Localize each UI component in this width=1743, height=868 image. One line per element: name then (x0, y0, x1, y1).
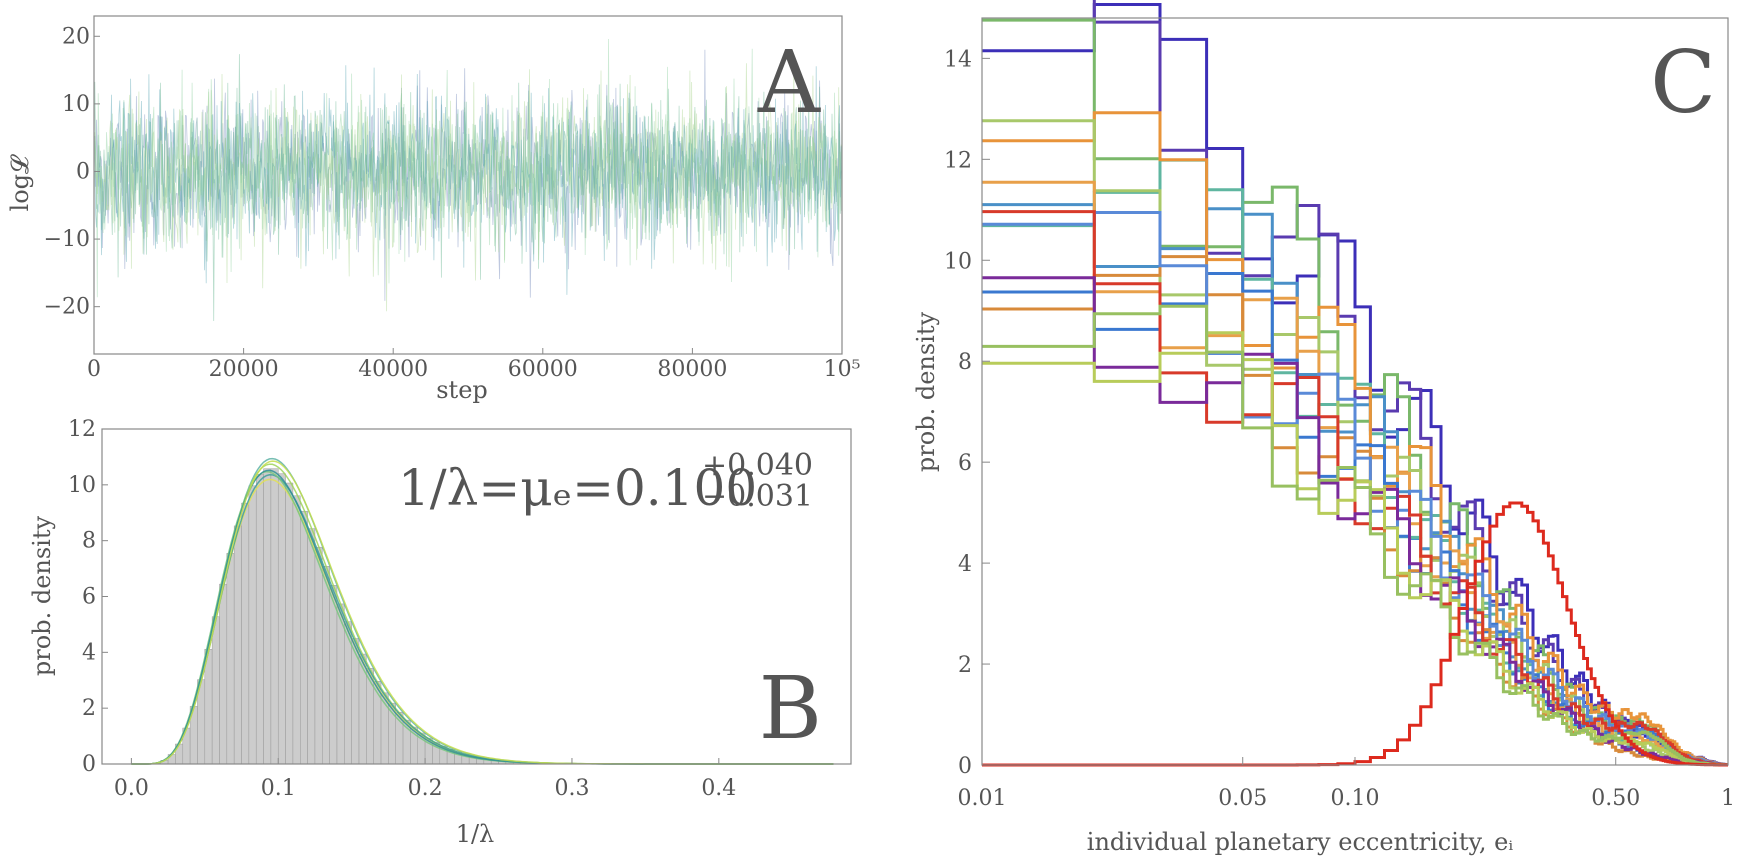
panel-c-ylabel: prob. density (912, 311, 940, 472)
panel-b-ytick-label: 0 (82, 752, 96, 777)
panel-b-hist-bar (255, 474, 264, 765)
panel-b-hist-bar (314, 546, 323, 765)
panel-c-xtick-label: 0.50 (1591, 786, 1640, 811)
panel-b-xtick-label: 0.2 (408, 776, 443, 801)
panel-a-xtick-label: 0 (87, 357, 101, 382)
panel-a-ylabel: log𝓛 (6, 154, 34, 211)
panel-a-trace-4 (93, 38, 843, 298)
panel-a-xlabel: step (436, 376, 488, 404)
panel-c-ytick-label: 0 (958, 754, 972, 779)
panel-b-hist-bar (233, 525, 242, 765)
panel-c-ytick-label: 4 (958, 552, 972, 577)
panel-b-hist-bar (307, 528, 316, 765)
panel-a-trace-2 (93, 61, 843, 312)
panel-b-hist-bar (322, 566, 330, 765)
panel-b-hist-bar (219, 583, 228, 765)
panel-b-hist-bar (211, 616, 220, 765)
panel-c-peak-series (982, 501, 1728, 767)
panel-b: 0.0 0.1 0.2 0.3 0.4 0 2 4 6 8 10 12 1/λ prob. densi… (28, 417, 852, 848)
panel-b-xtick-label: 0.3 (554, 776, 589, 801)
panel-c-label: C (1650, 33, 1716, 133)
panel-b-ticks: 0.0 0.1 0.2 0.3 0.4 0 2 4 6 8 10 12 (68, 417, 736, 801)
panel-b-hist-bar (358, 653, 367, 765)
panel-a-xtick-label: 60000 (508, 357, 578, 382)
panel-b-annotation-sup: +0.040 (702, 448, 813, 483)
panel-c-ytick-label: 8 (958, 350, 972, 375)
panel-a-label: A (757, 33, 821, 133)
panel-b-ytick-label: 4 (82, 640, 96, 665)
panel-b-label: B (759, 659, 822, 759)
panel-c-ytick-label: 6 (958, 451, 972, 476)
panel-b-ytick-label: 10 (68, 473, 96, 498)
panel-b-ytick-label: 8 (82, 529, 96, 554)
panel-c-ytick-label: 2 (958, 653, 972, 678)
panel-a-ticks: 0 20000 40000 60000 80000 10⁵ 20 10 0 −10 −20 (44, 24, 861, 382)
panel-b-xtick-label: 0.0 (114, 776, 149, 801)
panel-a-ytick-label: −20 (44, 295, 90, 320)
panel-b-xtick-label: 0.1 (261, 776, 296, 801)
panel-a: 0 20000 40000 60000 80000 10⁵ 20 10 0 −10 −20 step… (6, 15, 861, 404)
panel-a-ytick-label: 10 (62, 92, 90, 117)
panel-a-ytick-label: 0 (76, 159, 90, 184)
panel-a-xtick-label: 80000 (657, 357, 727, 382)
panel-c-xtick-label: 0.05 (1218, 786, 1267, 811)
panel-a-trace-3 (93, 65, 843, 295)
panel-b-xtick-label: 0.4 (701, 776, 736, 801)
panel-b-hist-bar (300, 511, 308, 765)
panel-a-xtick-label: 10⁵ (824, 357, 861, 382)
panel-b-annotation: 1/λ=μₑ=0.100 (398, 459, 757, 517)
panel-b-ytick-label: 2 (82, 696, 96, 721)
panel-a-frame (93, 15, 843, 355)
panel-a-ytick-label: 20 (62, 24, 90, 49)
panel-c-xlabel: individual planetary eccentricity, eᵢ (1087, 828, 1514, 856)
panel-b-ytick-label: 12 (68, 417, 96, 442)
panel-b-hist-bar (292, 495, 301, 765)
panel-b-hist-bar (204, 648, 213, 765)
panel-b-hist-bar (285, 482, 294, 765)
panel-b-hist-bar (336, 603, 345, 765)
panel-c-xtick-label: 0.01 (958, 786, 1007, 811)
panel-b-hist-bar (366, 668, 374, 765)
panel-b-hist-bar (226, 553, 235, 765)
panel-b-hist-bar (270, 468, 279, 765)
panel-b-hist-bar (241, 502, 250, 765)
panel-a-traces (93, 38, 843, 322)
panel-b-hist-bar (329, 585, 338, 765)
panel-b-hist-bar (248, 485, 257, 765)
panel-a-ytick-label: −10 (44, 227, 90, 252)
panel-a-trace-1 (93, 54, 843, 322)
panel-c-step-series (982, 0, 1728, 767)
panel-b-ylabel: prob. density (28, 515, 56, 676)
panel-c-ytick-label: 14 (944, 47, 972, 72)
panel-c-ytick-label: 10 (944, 249, 972, 274)
panel-b-hist-bar (277, 473, 286, 765)
panel-b-xlabel: 1/λ (456, 820, 495, 848)
panel-a-xtick-label: 20000 (209, 357, 279, 382)
panel-c-xtick-label: 0.10 (1331, 786, 1380, 811)
panel-b-ytick-label: 6 (82, 585, 96, 610)
panel-b-hist-bar (263, 468, 272, 765)
panel-a-xtick-label: 40000 (358, 357, 428, 382)
panel-c-step-series-14 (982, 304, 1728, 767)
panel-b-annotation-sub: −0.031 (702, 479, 813, 514)
panel-a-trace-0 (93, 49, 843, 301)
panel-c-xtick-label: 1 (1721, 786, 1735, 811)
panel-c-ytick-label: 12 (944, 148, 972, 173)
